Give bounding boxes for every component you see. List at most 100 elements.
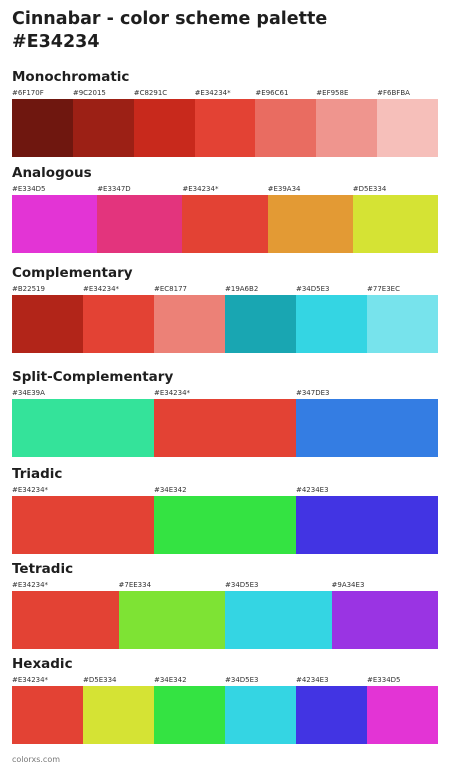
page-title: Cinnabar - color scheme palette #E34234 [12,8,327,54]
color-swatch[interactable] [12,591,119,649]
color-code-label: #E334D5 [12,185,46,193]
color-swatch[interactable] [12,686,83,744]
color-swatch[interactable] [154,686,225,744]
color-swatch[interactable] [118,591,225,649]
color-swatch-row [12,99,439,157]
color-swatch[interactable] [133,99,195,157]
color-code-label: #EC8177 [153,285,187,293]
color-swatch[interactable] [296,496,438,554]
section-split-complementary: Split-Complementary #34E39A #E34234* #347DE… [12,369,438,457]
color-code-label: #D5E334 [352,185,387,193]
color-swatch-row [12,195,439,253]
color-swatch[interactable] [154,496,296,554]
color-code-label: #E34234* [194,89,231,97]
color-swatch[interactable] [182,195,268,253]
color-code-label: #B22519 [12,285,45,293]
color-swatch[interactable] [367,295,438,353]
section-tetradic: Tetradic #E34234* #7EE334 #34D5E3 #9A34E3 [12,561,438,649]
section-title: Analogous [12,165,92,181]
color-code-label: #34E342 [153,486,187,494]
section-title: Triadic [12,466,63,482]
color-swatch[interactable] [83,295,154,353]
color-swatch-row [12,496,438,554]
color-swatch[interactable] [352,195,439,253]
color-code-label: #6F170F [12,89,44,97]
color-codes-row: #E34234* #34E342 #4234E3 [12,485,438,495]
color-swatch[interactable] [83,686,154,744]
color-swatch[interactable] [225,591,332,649]
color-swatch[interactable] [12,295,83,353]
color-swatch[interactable] [296,399,438,457]
color-swatch[interactable] [12,399,154,457]
color-code-label: #77E3EC [367,285,400,293]
color-swatch[interactable] [255,99,317,157]
color-code-label: #34D5E3 [295,285,330,293]
color-code-label: #7EE334 [118,581,152,589]
color-swatch[interactable] [194,99,256,157]
color-swatch[interactable] [267,195,353,253]
color-code-label: #E3347D [97,185,131,193]
site-credit: colorxs.com [12,755,61,764]
color-swatch[interactable] [316,99,378,157]
section-title: Monochromatic [12,69,130,85]
color-swatch[interactable] [225,295,296,353]
color-code-label: #E34234* [153,389,191,397]
color-swatch-row [12,399,438,457]
color-code-label: #34D5E3 [225,581,259,589]
color-code-label: #34E39A [12,389,45,397]
color-codes-row: #6F170F #9C2015 #C8291C #E34234* #E96C61 #EF9… [12,88,438,98]
section-monochromatic: Monochromatic #6F170F #9C2015 #C8291C #E3423… [12,69,439,157]
color-codes-row: #E34234* #D5E334 #34E342 #34D5E3 #4234E3 #E33… [12,675,438,685]
color-swatch[interactable] [225,686,296,744]
color-code-label: #E34234* [12,676,49,684]
color-code-label: #E34234* [182,185,219,193]
color-swatch-row [12,591,438,649]
color-code-label: #34E342 [153,676,187,684]
color-swatch[interactable] [12,99,73,157]
color-swatch[interactable] [154,399,296,457]
color-code-label: #4234E3 [295,676,329,684]
color-codes-row: #E34234* #7EE334 #34D5E3 #9A34E3 [12,580,438,590]
color-swatch-row [12,686,438,744]
color-code-label: #F6BFBA [377,89,410,97]
section-triadic: Triadic #E34234* #34E342 #4234E3 [12,466,438,554]
color-code-label: #34D5E3 [225,676,259,684]
color-swatch[interactable] [154,295,225,353]
color-code-label: #E39A34 [267,185,301,193]
color-code-label: #EF958E [316,89,349,97]
color-code-label: #E34234* [12,486,49,494]
color-code-label: #347DE3 [295,389,330,397]
color-code-label: #9A34E3 [331,581,365,589]
color-code-label: #19A6B2 [225,285,259,293]
color-swatch[interactable] [72,99,134,157]
color-swatch-row [12,295,438,353]
color-swatch[interactable] [12,496,154,554]
section-title: Complementary [12,265,133,281]
color-swatch[interactable] [331,591,438,649]
color-swatch[interactable] [377,99,439,157]
color-swatch[interactable] [367,686,438,744]
color-code-label: #E34234* [82,285,120,293]
base-color-code: #E34234 [12,32,100,52]
section-analogous: Analogous #E334D5 #E3347D #E34234* #E39A34 #D… [12,165,439,253]
color-swatch[interactable] [296,295,367,353]
section-hexadic: Hexadic #E34234* #D5E334 #34E342 #34D5E3 #423… [12,656,438,744]
color-code-label: #4234E3 [295,486,329,494]
color-code-label: #E334D5 [367,676,401,684]
color-swatch[interactable] [12,195,98,253]
color-codes-row: #34E39A #E34234* #347DE3 [12,388,438,398]
section-title: Hexadic [12,656,73,672]
color-code-label: #E34234* [12,581,49,589]
section-title: Split-Complementary [12,369,174,385]
section-title: Tetradic [12,561,74,577]
color-code-label: #D5E334 [82,676,117,684]
color-swatch[interactable] [296,686,367,744]
color-swatch[interactable] [97,195,183,253]
section-complementary: Complementary #B22519 #E34234* #EC8177 #19A6… [12,265,438,353]
color-code-label: #E96C61 [255,89,289,97]
color-codes-row: #B22519 #E34234* #EC8177 #19A6B2 #34D5E3 #77E… [12,284,438,294]
color-codes-row: #E334D5 #E3347D #E34234* #E39A34 #D5E334 [12,184,438,194]
color-code-label: #C8291C [133,89,168,97]
color-code-label: #9C2015 [72,89,106,97]
palette-name: Cinnabar - color scheme palette [12,9,328,29]
